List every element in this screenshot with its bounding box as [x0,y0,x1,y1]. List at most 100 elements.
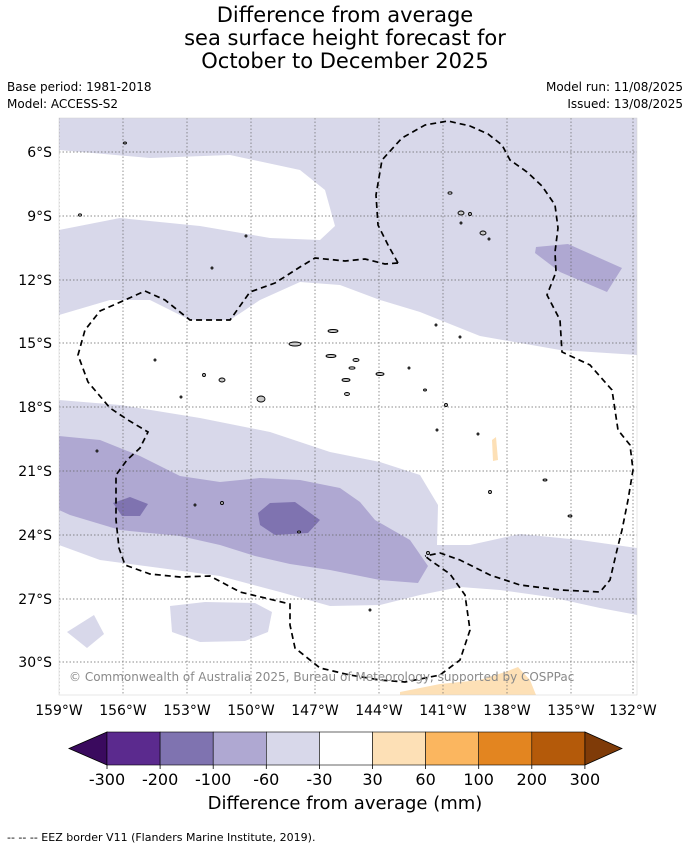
island-tuamotu-12 [444,403,448,407]
island-tuamotu-9 [202,373,206,377]
island-north-3 [244,234,248,238]
copyright-text: © Commonwealth of Australia 2025, Bureau… [69,670,574,684]
island-marquesas-2 [457,210,465,216]
anomaly-contour-mid-northeast [535,244,622,292]
lat-tick-label: 27°S [18,592,52,608]
title-line-3: October to December 2025 [201,49,489,73]
lon-tick-label: 138°W [483,703,531,719]
island-marquesas-5 [459,221,463,225]
colorbar-segment [372,731,426,766]
model-name: Model: ACCESS-S2 [7,97,119,111]
colorbar-segment [106,731,161,766]
map-plot-area: © Commonwealth of Australia 2025, Bureau… [59,118,637,695]
lat-tick-label: 18°S [18,400,52,416]
lat-tick-label: 15°S [18,336,52,352]
island-tuamotu-8 [218,377,226,383]
lat-tick-label: 6°S [27,145,52,161]
island-tuamotu-10 [256,395,266,403]
island-tuamotu-17 [488,490,492,494]
islands [78,141,573,612]
anomaly-contour-light-north [59,118,637,355]
island-tuamotu-18 [567,514,573,518]
island-tuamotu-5 [375,372,385,376]
lon-tick-label: 132°W [609,703,657,719]
island-tuamotu-22 [297,530,301,534]
island-tuamotu-7 [348,366,356,370]
anomaly-contour-dark-1 [113,497,148,516]
gridlines [59,118,637,695]
island-tuamotu-3 [325,354,337,358]
colorbar-segment [478,731,533,766]
issued-date: Issued: 13/08/2025 [567,97,683,111]
island-tuamotu-24 [153,358,157,362]
island-tuamotu-6 [341,378,351,382]
lat-tick-label: 21°S [18,464,52,480]
colorbar-title: Difference from average (mm) [208,793,483,814]
island-tuamotu-11 [344,392,350,396]
lon-tick-label: 141°W [419,703,467,719]
colorbar-segment [531,731,586,766]
lat-tick-label: 12°S [18,273,52,289]
colorbar-tick-label: -60 [253,770,279,789]
axis-labels: 6°S 9°S 12°S 15°S 18°S 21°S 24°S 27°S 30°S 159°W 1… [18,145,657,719]
map-frame [58,117,638,696]
colorbar-segment [319,731,373,766]
colorbar-tick-label: -100 [195,770,231,789]
lon-tick-label: 159°W [35,703,83,719]
eez-border-northeast [375,120,634,593]
lat-tick-label: 24°S [18,528,52,544]
title-line-1: Difference from average [216,3,474,27]
colorbar-segment [159,731,214,766]
lon-tick-label: 150°W [227,703,275,719]
colorbar-tick-label: 300 [570,770,601,789]
lon-tick-label: 153°W [163,703,211,719]
eez-footnote: -- -- -- EEZ border V11 (Flanders Marine… [7,831,316,844]
island-north-4 [210,266,214,270]
island-tuamotu-26 [179,395,183,399]
island-tuamotu-23 [368,608,372,612]
base-period: Base period: 1981-2018 [7,80,152,94]
island-marquesas-1 [447,191,453,195]
lon-tick-label: 135°W [547,703,595,719]
island-tuamotu-28 [476,432,480,436]
island-marquesas-3 [479,230,487,236]
colorbar-tick-label: -30 [306,770,332,789]
anomaly-contour-positive-small [492,437,498,461]
lat-tick-label: 30°S [18,655,52,671]
island-tuamotu-19 [542,478,548,482]
colorbar-tick-label: 60 [415,770,435,789]
island-tuamotu-1 [327,329,339,333]
anomaly-contour-positive-south [400,667,536,695]
lat-tick-label: 9°S [27,209,52,225]
eez-border-central [77,257,471,683]
island-north-1 [123,141,127,145]
lon-tick-label: 156°W [99,703,147,719]
eez-border-lines [77,120,634,683]
colorbar-extend-max [584,731,623,766]
colorbar: -300 -200 -100 -60 -30 30 60 100 200 300 Differenc… [67,731,623,814]
colorbar-segment [425,731,480,766]
title-line-2: sea surface height forecast for [184,26,506,50]
colorbar-tick-label: 100 [463,770,494,789]
lon-tick-label: 144°W [355,703,403,719]
island-tuamotu-20 [193,503,197,507]
island-marquesas-4 [468,212,472,216]
sea-level-map: © Commonwealth of Australia 2025, Bureau… [18,117,657,814]
colorbar-segment [212,731,267,766]
island-tuamotu-14 [434,323,438,327]
colorbar-segment [265,731,320,766]
colorbar-extend-min [67,731,108,766]
island-tuamotu-27 [426,551,430,555]
anomaly-contour-light-patch-1 [170,602,272,642]
lon-tick-label: 147°W [291,703,339,719]
colorbar-tick-label: -200 [142,770,178,789]
anomaly-contour-mid-south [59,436,428,583]
island-tuamotu-13 [407,366,411,370]
anomaly-contour-light-patch-2 [67,615,104,648]
island-tuamotu-21 [220,501,224,505]
island-tuamotu-4 [352,358,360,362]
island-tuamotu-2 [288,341,302,347]
colorbar-tick-label: 30 [362,770,382,789]
island-north-2 [78,213,82,217]
model-run: Model run: 11/08/2025 [545,80,683,94]
